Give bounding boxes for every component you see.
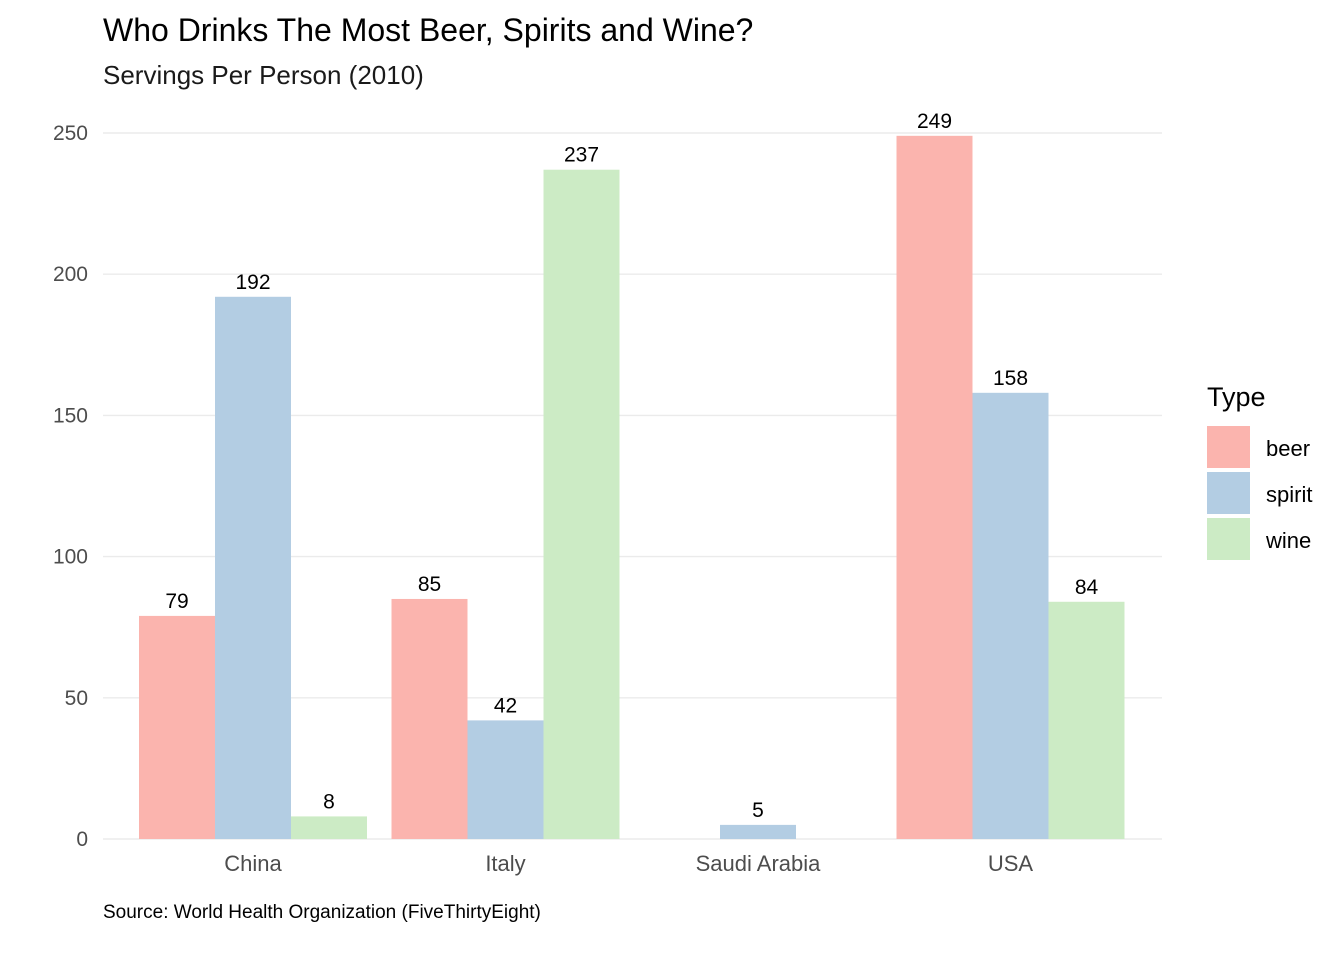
legend-key-spirit (1207, 472, 1250, 514)
x-tick-label: China (224, 851, 282, 876)
data-label: 8 (323, 790, 335, 813)
x-axis-ticks: China Italy Saudi Arabia USA (224, 851, 1033, 876)
y-tick-label: 200 (53, 263, 88, 286)
x-tick-label: Italy (485, 851, 525, 876)
bar-wine (291, 816, 367, 839)
bar-spirit (467, 720, 544, 839)
y-tick-label: 150 (53, 404, 88, 427)
y-tick-label: 0 (76, 828, 88, 851)
data-label: 249 (917, 110, 952, 133)
legend: Type beer spirit wine (1207, 382, 1312, 560)
legend-key-beer (1207, 426, 1250, 468)
legend-label: wine (1265, 528, 1311, 553)
bar-spirit (215, 296, 291, 839)
bar-wine (1048, 601, 1125, 839)
legend-title: Type (1207, 382, 1266, 412)
bar-beer (896, 135, 973, 840)
x-tick-label: Saudi Arabia (696, 851, 822, 876)
chart-subtitle: Servings Per Person (2010) (103, 60, 424, 90)
data-label: 85 (418, 573, 441, 596)
data-label: 79 (165, 590, 188, 613)
bar-beer (391, 598, 468, 839)
legend-key-wine (1207, 518, 1250, 560)
data-label: 5 (752, 799, 764, 822)
y-tick-label: 50 (65, 687, 88, 710)
data-label: 42 (494, 694, 517, 717)
bar-beer (139, 615, 215, 839)
legend-label: spirit (1266, 482, 1312, 507)
data-label: 158 (993, 367, 1028, 390)
y-axis-ticks: 0 50 100 150 200 250 (53, 122, 88, 851)
data-label: 192 (235, 271, 270, 294)
y-tick-label: 250 (53, 122, 88, 145)
chart-caption: Source: World Health Organization (FiveT… (103, 902, 541, 923)
legend-label: beer (1266, 436, 1310, 461)
bar-spirit (720, 824, 796, 839)
data-labels: 79 192 8 85 42 237 5 249 158 84 (165, 110, 1098, 822)
data-label: 84 (1075, 576, 1099, 599)
x-tick-label: USA (988, 851, 1034, 876)
data-label: 237 (564, 144, 599, 167)
chart-title: Who Drinks The Most Beer, Spirits and Wi… (103, 12, 753, 48)
y-tick-label: 100 (53, 546, 88, 569)
bar-wine (543, 169, 620, 839)
bar-spirit (972, 392, 1049, 839)
bars (139, 135, 1125, 840)
